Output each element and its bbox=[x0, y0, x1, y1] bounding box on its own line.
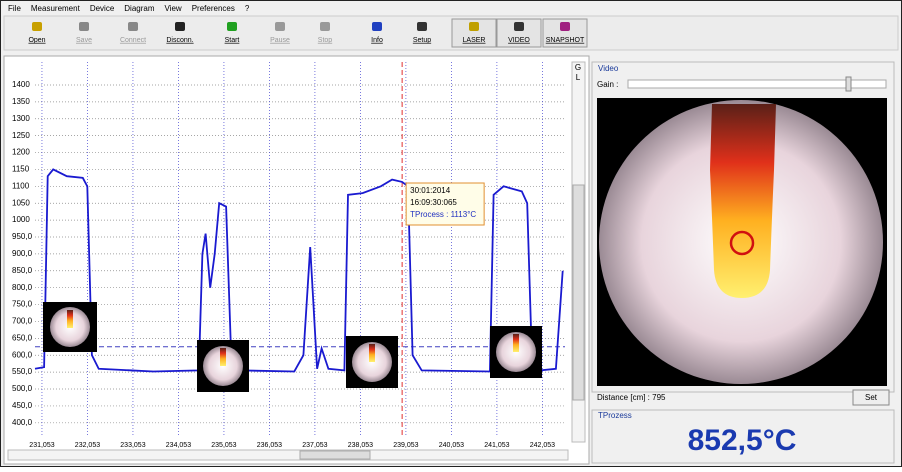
y-tick-label: 600,0 bbox=[12, 350, 33, 359]
gain-label: Gain : bbox=[597, 80, 618, 89]
tooltip-line: 30:01:2014 bbox=[410, 186, 451, 195]
y-tick-label: 1000 bbox=[12, 215, 30, 224]
toolbar-button-label[interactable]: Disconn. bbox=[166, 37, 193, 44]
toolbar-icon[interactable] bbox=[417, 22, 427, 31]
toolbar-icon[interactable] bbox=[514, 22, 524, 31]
y-tick-label: 950,0 bbox=[12, 232, 33, 241]
thumbnail-flame bbox=[369, 344, 375, 362]
x-tick-label: 242,053 bbox=[530, 442, 555, 449]
measure-spot bbox=[729, 230, 755, 256]
toolbar-icon[interactable] bbox=[175, 22, 185, 31]
distance-label: Distance [cm] : 795 bbox=[597, 393, 666, 402]
set-button-label[interactable]: Set bbox=[865, 393, 878, 402]
toolbar-button-label[interactable]: VIDEO bbox=[508, 37, 530, 44]
menu-item[interactable]: Measurement bbox=[31, 4, 81, 13]
y-tick-label: 650,0 bbox=[12, 333, 33, 342]
x-tick-label: 237,053 bbox=[302, 442, 327, 449]
toolbar-icon[interactable] bbox=[320, 22, 330, 31]
tprozess-value: 852,5°C bbox=[688, 424, 797, 457]
thumbnail-flame bbox=[220, 348, 226, 366]
toolbar-button-label[interactable]: Stop bbox=[318, 37, 333, 44]
scroll-button-g[interactable]: G bbox=[575, 63, 581, 72]
y-tick-label: 800,0 bbox=[12, 283, 33, 292]
y-tick-label: 550,0 bbox=[12, 367, 33, 376]
y-tick-label: 400,0 bbox=[12, 418, 33, 427]
y-tick-label: 1250 bbox=[12, 131, 30, 140]
toolbar bbox=[3, 15, 899, 51]
menu-item[interactable]: File bbox=[8, 4, 21, 13]
toolbar-button-label[interactable]: Save bbox=[76, 37, 92, 44]
menu-item[interactable]: ? bbox=[245, 4, 250, 13]
x-tick-label: 231,053 bbox=[29, 442, 54, 449]
set-button[interactable] bbox=[852, 389, 890, 406]
toolbar-icon[interactable] bbox=[128, 22, 138, 31]
toolbar-button-label[interactable]: Pause bbox=[270, 37, 290, 44]
y-tick-label: 900,0 bbox=[12, 249, 33, 258]
video-title: Video bbox=[598, 64, 619, 73]
toolbar-icon[interactable] bbox=[79, 22, 89, 31]
tooltip-line: TProcess : 1113°C bbox=[410, 210, 476, 219]
x-tick-label: 234,053 bbox=[166, 442, 191, 449]
gain-thumb[interactable] bbox=[845, 76, 852, 92]
toolbar-button-label[interactable]: SNAPSHOT bbox=[546, 37, 585, 44]
y-tick-label: 700,0 bbox=[12, 317, 33, 326]
menu-item[interactable]: Diagram bbox=[124, 4, 155, 13]
menu-item[interactable]: View bbox=[165, 4, 182, 13]
scroll-thumb[interactable] bbox=[299, 450, 371, 460]
y-tick-label: 750,0 bbox=[12, 300, 33, 309]
toolbar-icon[interactable] bbox=[275, 22, 285, 31]
toolbar-button-label[interactable]: Info bbox=[371, 37, 383, 44]
toolbar-icon[interactable] bbox=[32, 22, 42, 31]
y-tick-label: 1400 bbox=[12, 80, 30, 89]
menu-bar: File Measurement Device Diagram View Preferen… bbox=[8, 4, 250, 13]
toolbar-button-label[interactable]: Open bbox=[28, 37, 45, 44]
toolbar-icon[interactable] bbox=[227, 22, 237, 31]
tooltip-box bbox=[405, 182, 485, 226]
y-tick-label: 1050 bbox=[12, 198, 30, 207]
y-tick-label: 1100 bbox=[12, 181, 30, 190]
x-tick-label: 232,053 bbox=[75, 442, 100, 449]
toolbar-button-label[interactable]: Start bbox=[225, 37, 240, 44]
chart-panel bbox=[3, 55, 590, 465]
thumbnail-flame bbox=[513, 334, 519, 352]
y-tick-label: 1300 bbox=[12, 114, 30, 123]
scroll-button-l[interactable]: L bbox=[576, 73, 581, 82]
y-tick-label: 500,0 bbox=[12, 384, 33, 393]
x-tick-label: 239,053 bbox=[393, 442, 418, 449]
x-tick-label: 236,053 bbox=[257, 442, 282, 449]
thumbnails bbox=[43, 302, 542, 392]
menu-item[interactable]: Device bbox=[90, 4, 115, 13]
toolbar-button-label[interactable]: LASER bbox=[463, 37, 486, 44]
y-tick-label: 1150 bbox=[12, 165, 30, 174]
x-tick-label: 233,053 bbox=[120, 442, 145, 449]
tooltip-line: 16:09:30:065 bbox=[410, 198, 457, 207]
toolbar-button-label[interactable]: Connect bbox=[120, 37, 146, 44]
tprozess-group bbox=[591, 409, 895, 464]
toolbar-button-label[interactable]: Setup bbox=[413, 37, 431, 44]
toolbar-icon[interactable] bbox=[560, 22, 570, 31]
y-tick-label: 850,0 bbox=[12, 266, 33, 275]
thumbnail-flame bbox=[67, 310, 73, 328]
x-tick-label: 238,053 bbox=[348, 442, 373, 449]
toolbar-buttons: Open Save Connect Disconn. Start Pause Stop Inf… bbox=[28, 18, 588, 48]
x-tick-label: 235,053 bbox=[211, 442, 236, 449]
chart: 400,0 450,0 500,0 550,0 600,0 650,0 700,0 750,0… bbox=[12, 62, 565, 449]
toolbar-icon[interactable] bbox=[372, 22, 382, 31]
series-line bbox=[34, 168, 564, 373]
scroll-thumb[interactable] bbox=[572, 184, 585, 401]
menu-item[interactable]: Preferences bbox=[192, 4, 235, 13]
flame-image bbox=[710, 104, 776, 298]
y-tick-label: 1200 bbox=[12, 148, 30, 157]
x-tick-label: 241,053 bbox=[484, 442, 509, 449]
tprozess-title: TProzess bbox=[598, 411, 632, 420]
y-tick-label: 450,0 bbox=[12, 401, 33, 410]
gain-slider[interactable] bbox=[627, 79, 887, 89]
toolbar-icon[interactable] bbox=[469, 22, 479, 31]
y-tick-label: 1350 bbox=[12, 97, 30, 106]
x-tick-label: 240,053 bbox=[439, 442, 464, 449]
horizontal-scrollbar[interactable] bbox=[7, 449, 569, 461]
